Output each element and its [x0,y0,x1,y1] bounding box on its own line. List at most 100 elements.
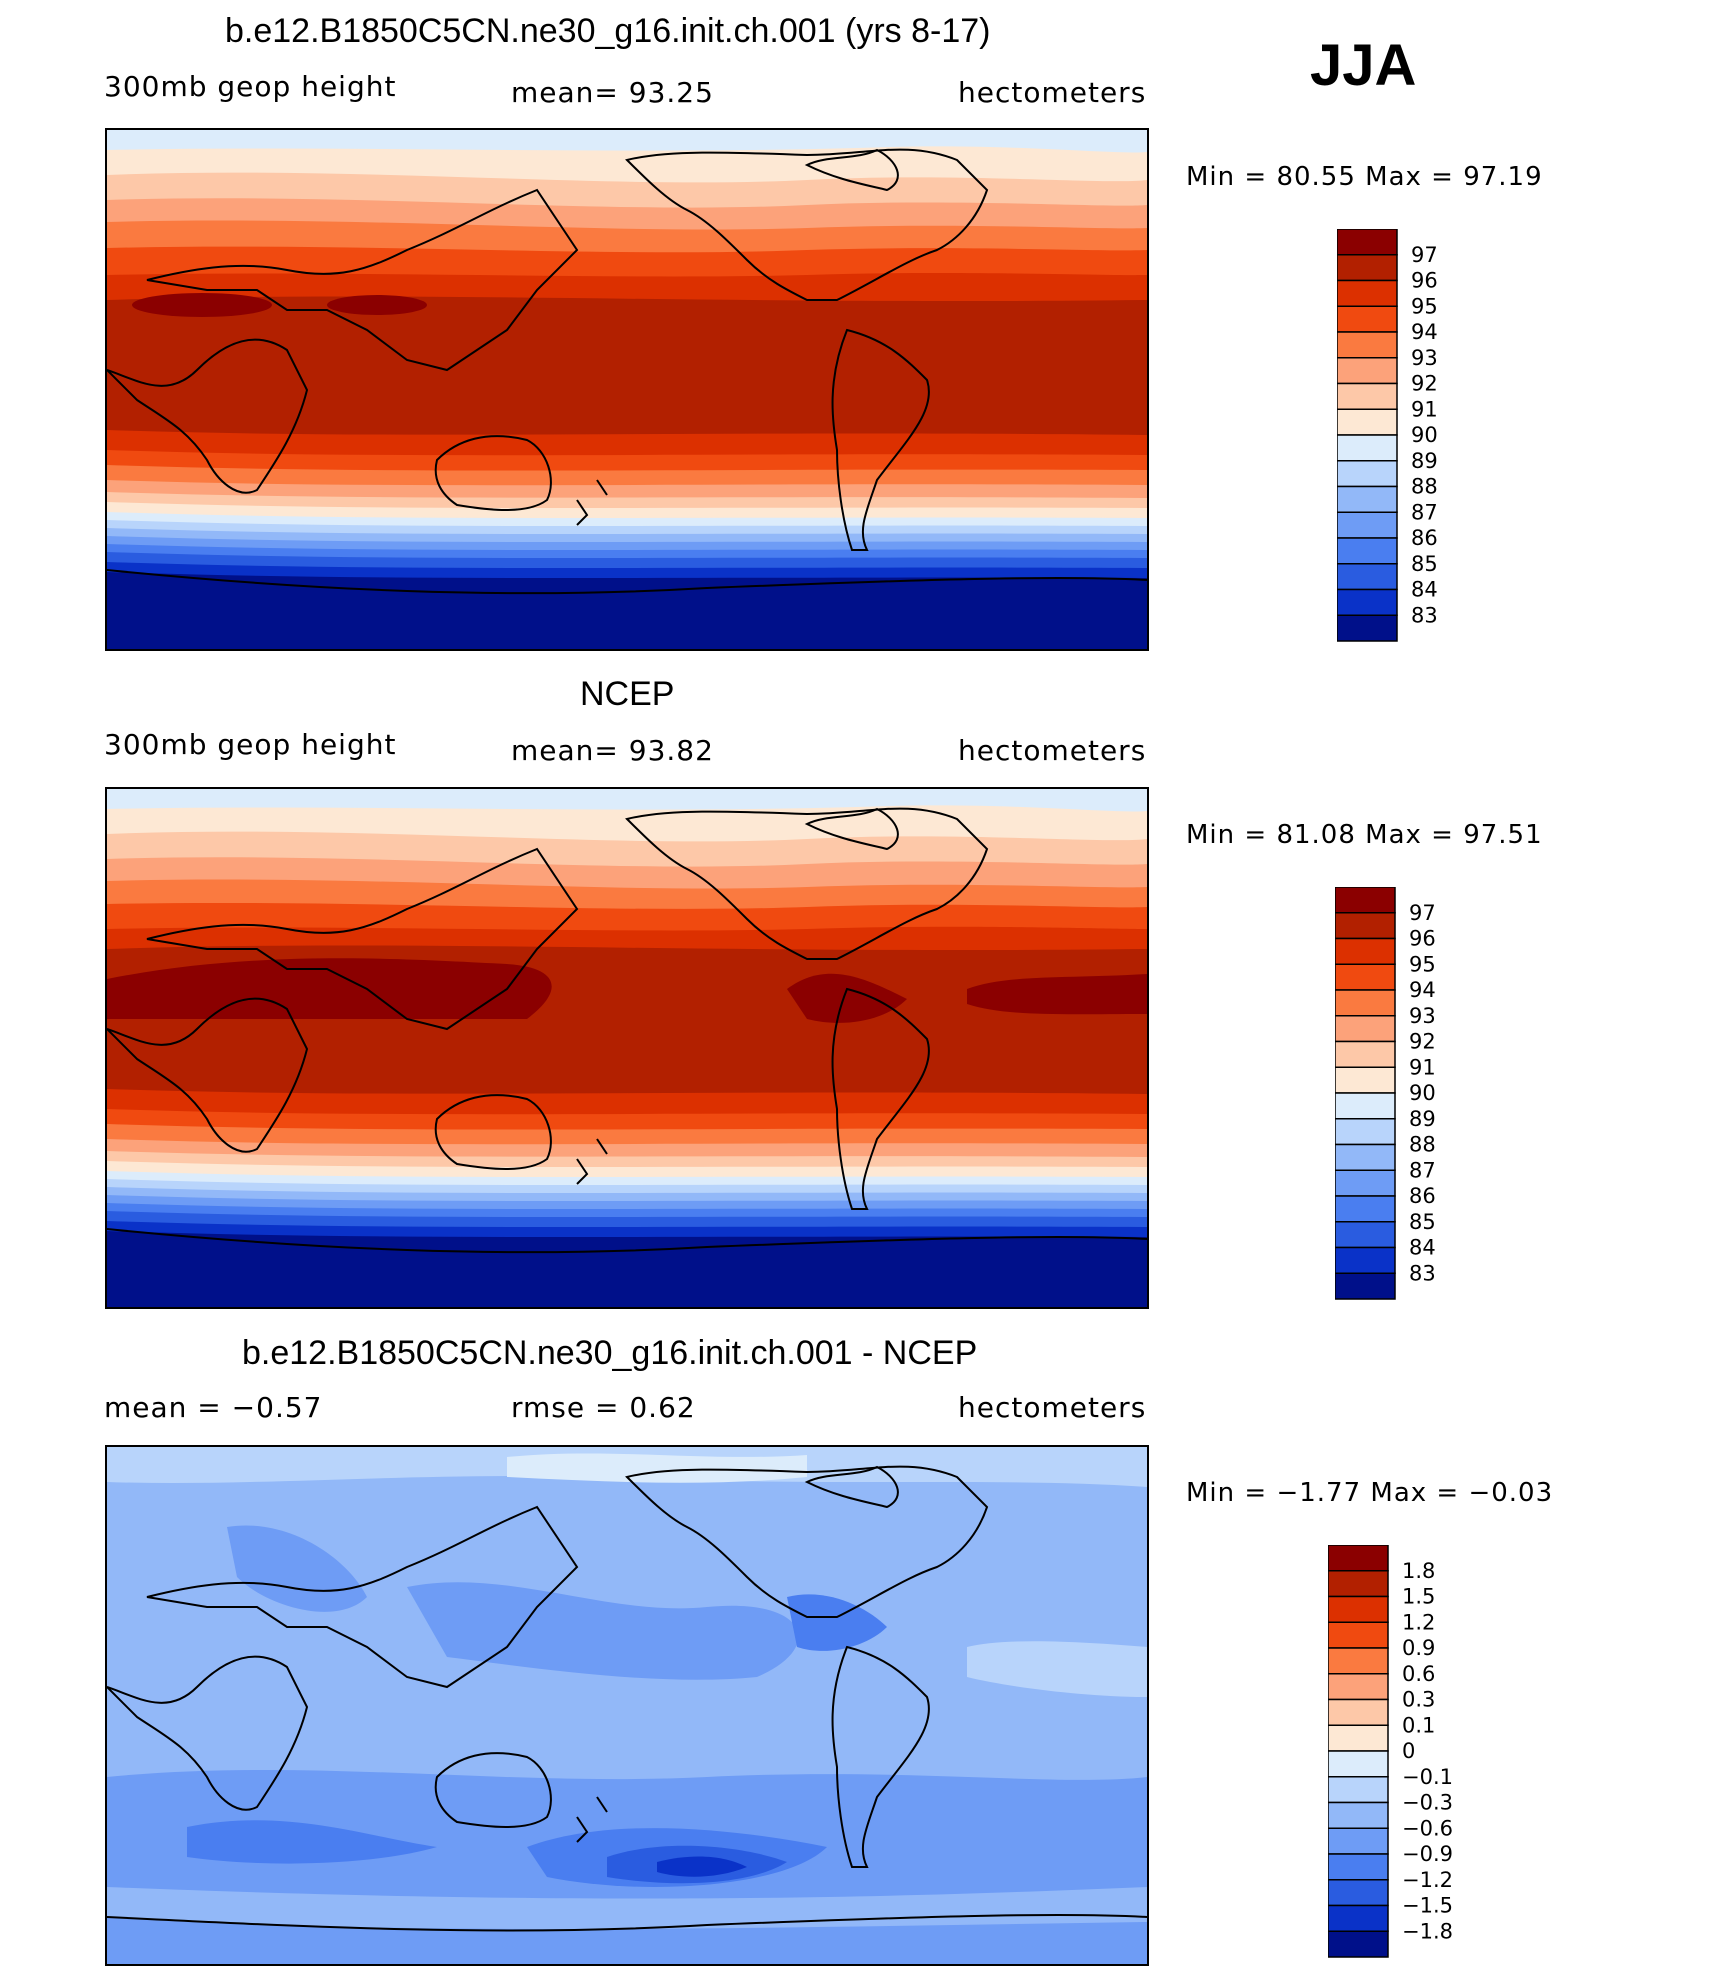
colorbar-swatch [1336,254,1398,282]
colorbar-swatch [1327,1595,1389,1623]
colorbar-label: 87 [1411,500,1438,524]
colorbar-swatch [1334,989,1396,1017]
colorbar-swatch [1336,331,1398,359]
colorbar-label: −1.2 [1402,1868,1453,1892]
panel3-colorbar: 1.8 1.5 1.2 0.9 0.6 0.3 0.1 0 −0.1 −0.3 −0.6 −0.9 −1… [1327,1544,1488,1964]
colorbar-swatch [1334,1040,1396,1068]
colorbar-swatch [1334,1015,1396,1043]
colorbar-swatch [1336,305,1398,333]
colorbar-label: 1.8 [1402,1559,1435,1583]
colorbar-label: 85 [1411,552,1438,576]
colorbar-label: 93 [1409,1004,1436,1028]
panel2-map [105,787,1149,1309]
panel2-colorbar: 97 96 95 94 93 92 91 90 89 88 87 86 85 84 83 [1334,886,1475,1306]
colorbar-swatch [1334,1246,1396,1274]
colorbar-swatch [1327,1698,1389,1726]
colorbar-swatch [1334,912,1396,940]
colorbar-label: −1.5 [1402,1894,1453,1918]
panel2-variable: 300mb geop height [104,728,397,761]
colorbar-label: 0.9 [1402,1636,1435,1660]
colorbar-swatch [1327,1930,1389,1958]
colorbar-swatch [1334,1169,1396,1197]
colorbar-swatch [1334,963,1396,991]
colorbar-label: 84 [1409,1236,1436,1260]
panel1-variable: 300mb geop height [104,70,397,103]
colorbar-swatch [1334,1143,1396,1171]
colorbar-label: 95 [1409,952,1436,976]
colorbar-swatch [1336,228,1398,256]
panel3-title: b.e12.B1850C5CN.ne30_g16.init.ch.001 - N… [242,1334,978,1372]
panel1-title: b.e12.B1850C5CN.ne30_g16.init.ch.001 (yr… [225,12,991,50]
colorbar-swatch [1336,460,1398,488]
colorbar-swatch [1336,588,1398,616]
colorbar-swatch [1334,1221,1396,1249]
panel3-units: hectometers [958,1391,1147,1424]
colorbar-label: −0.1 [1402,1765,1453,1789]
colorbar-swatch [1336,279,1398,307]
colorbar-label: 90 [1409,1081,1436,1105]
colorbar-label: 0.3 [1402,1688,1435,1712]
colorbar-label: 86 [1409,1184,1436,1208]
colorbar-label: 92 [1409,1030,1436,1054]
colorbar-swatch [1334,886,1396,914]
panel2-units: hectometers [958,734,1147,767]
colorbar-swatch [1336,382,1398,410]
colorbar-swatch [1327,1724,1389,1752]
colorbar-label: 83 [1411,603,1438,627]
panel1-minmax: Min = 80.55 Max = 97.19 [1186,162,1543,192]
colorbar-swatch [1327,1647,1389,1675]
colorbar-label: 97 [1409,901,1436,925]
colorbar-swatch [1334,1272,1396,1300]
colorbar-swatch [1336,563,1398,591]
colorbar-label: 91 [1409,1055,1436,1079]
colorbar-label: 95 [1411,294,1438,318]
colorbar-swatch [1327,1776,1389,1804]
colorbar-label: 88 [1411,475,1438,499]
panel1-colorbar: 97 96 95 94 93 92 91 90 89 88 87 86 85 84 83 [1336,228,1477,648]
colorbar-label: 0.1 [1402,1713,1435,1737]
colorbar-label: −0.9 [1402,1842,1453,1866]
colorbar-swatch [1336,434,1398,462]
panel2-minmax: Min = 81.08 Max = 97.51 [1186,820,1543,850]
colorbar-swatch [1336,614,1398,642]
colorbar-swatch [1336,537,1398,565]
colorbar-label: 93 [1411,346,1438,370]
colorbar-swatch [1334,1066,1396,1094]
colorbar-label: 97 [1411,243,1438,267]
colorbar-swatch [1327,1879,1389,1907]
panel3-mean: mean = −0.57 [104,1391,323,1424]
colorbar-label: 0.6 [1402,1662,1435,1686]
colorbar-swatch [1336,408,1398,436]
colorbar-swatch [1334,1092,1396,1120]
panel3-rmse: rmse = 0.62 [511,1391,696,1424]
season-label: JJA [1310,33,1417,98]
colorbar-label: −0.3 [1402,1791,1453,1815]
colorbar-label: 89 [1409,1107,1436,1131]
colorbar-label: 88 [1409,1133,1436,1157]
colorbar-label: 1.2 [1402,1610,1435,1634]
colorbar-swatch [1327,1827,1389,1855]
panel1-map [105,128,1149,651]
colorbar-swatch [1327,1750,1389,1778]
colorbar-label: 89 [1411,449,1438,473]
colorbar-label: 85 [1409,1210,1436,1234]
colorbar-swatch [1327,1544,1389,1572]
colorbar-label: 94 [1411,320,1438,344]
colorbar-label: 91 [1411,397,1438,421]
panel2-title: NCEP [580,675,675,713]
colorbar-label: 87 [1409,1158,1436,1182]
colorbar-swatch [1327,1621,1389,1649]
colorbar-label: 86 [1411,526,1438,550]
colorbar-label: 90 [1411,423,1438,447]
colorbar-swatch [1336,357,1398,385]
colorbar-swatch [1327,1673,1389,1701]
colorbar-swatch [1327,1801,1389,1829]
colorbar-swatch [1334,1118,1396,1146]
colorbar-label: 84 [1411,578,1438,602]
colorbar-swatch [1327,1570,1389,1598]
panel1-mean: mean= 93.25 [511,76,714,109]
colorbar-label: −1.8 [1402,1919,1453,1943]
colorbar-swatch [1334,937,1396,965]
colorbar-label: −0.6 [1402,1816,1453,1840]
colorbar-label: 92 [1411,372,1438,396]
